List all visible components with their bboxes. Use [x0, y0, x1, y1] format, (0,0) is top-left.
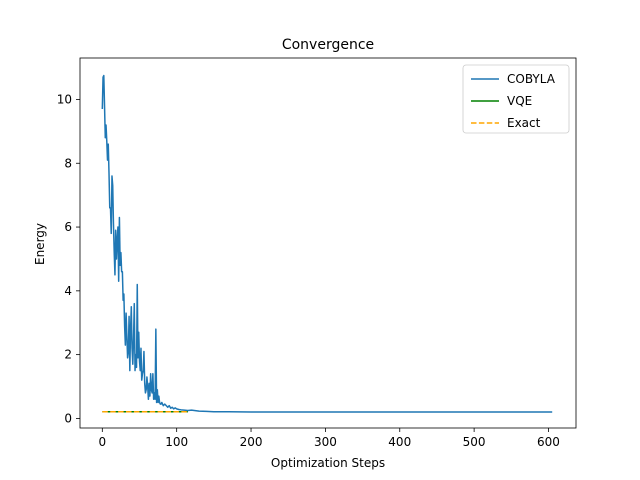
x-tick-label: 400: [388, 435, 411, 449]
x-tick-label: 500: [463, 435, 486, 449]
y-tick-label: 0: [64, 411, 72, 425]
legend-box: [462, 64, 570, 134]
y-axis-label: Energy: [33, 223, 47, 265]
legend-label-exact: Exact: [507, 116, 541, 130]
x-tick-label: 600: [537, 435, 560, 449]
series-layer: [101, 74, 553, 413]
y-tick-label: 8: [64, 156, 72, 170]
axes-frame: [79, 57, 577, 429]
x-tick-label: 300: [314, 435, 337, 449]
y-tick-label: 6: [64, 220, 72, 234]
axes-layer: 0 100 200 300 400 500 600 0 2 4 6 8 10: [57, 57, 577, 449]
y-tick-label: 2: [64, 348, 72, 362]
legend-label-vqe: VQE: [507, 94, 532, 108]
y-tick-label: 10: [57, 92, 72, 106]
legend-label-cobyla: COBYLA: [507, 72, 556, 86]
x-tick-label: 0: [98, 435, 106, 449]
x-tick-label: 100: [165, 435, 188, 449]
x-axis-label: Optimization Steps: [271, 456, 385, 470]
y-tick-label: 4: [64, 284, 72, 298]
chart-title: Convergence: [282, 37, 374, 53]
legend: COBYLA VQE Exact: [462, 64, 570, 134]
x-tick-label: 200: [240, 435, 263, 449]
series-line-cobyla: [101, 74, 553, 413]
